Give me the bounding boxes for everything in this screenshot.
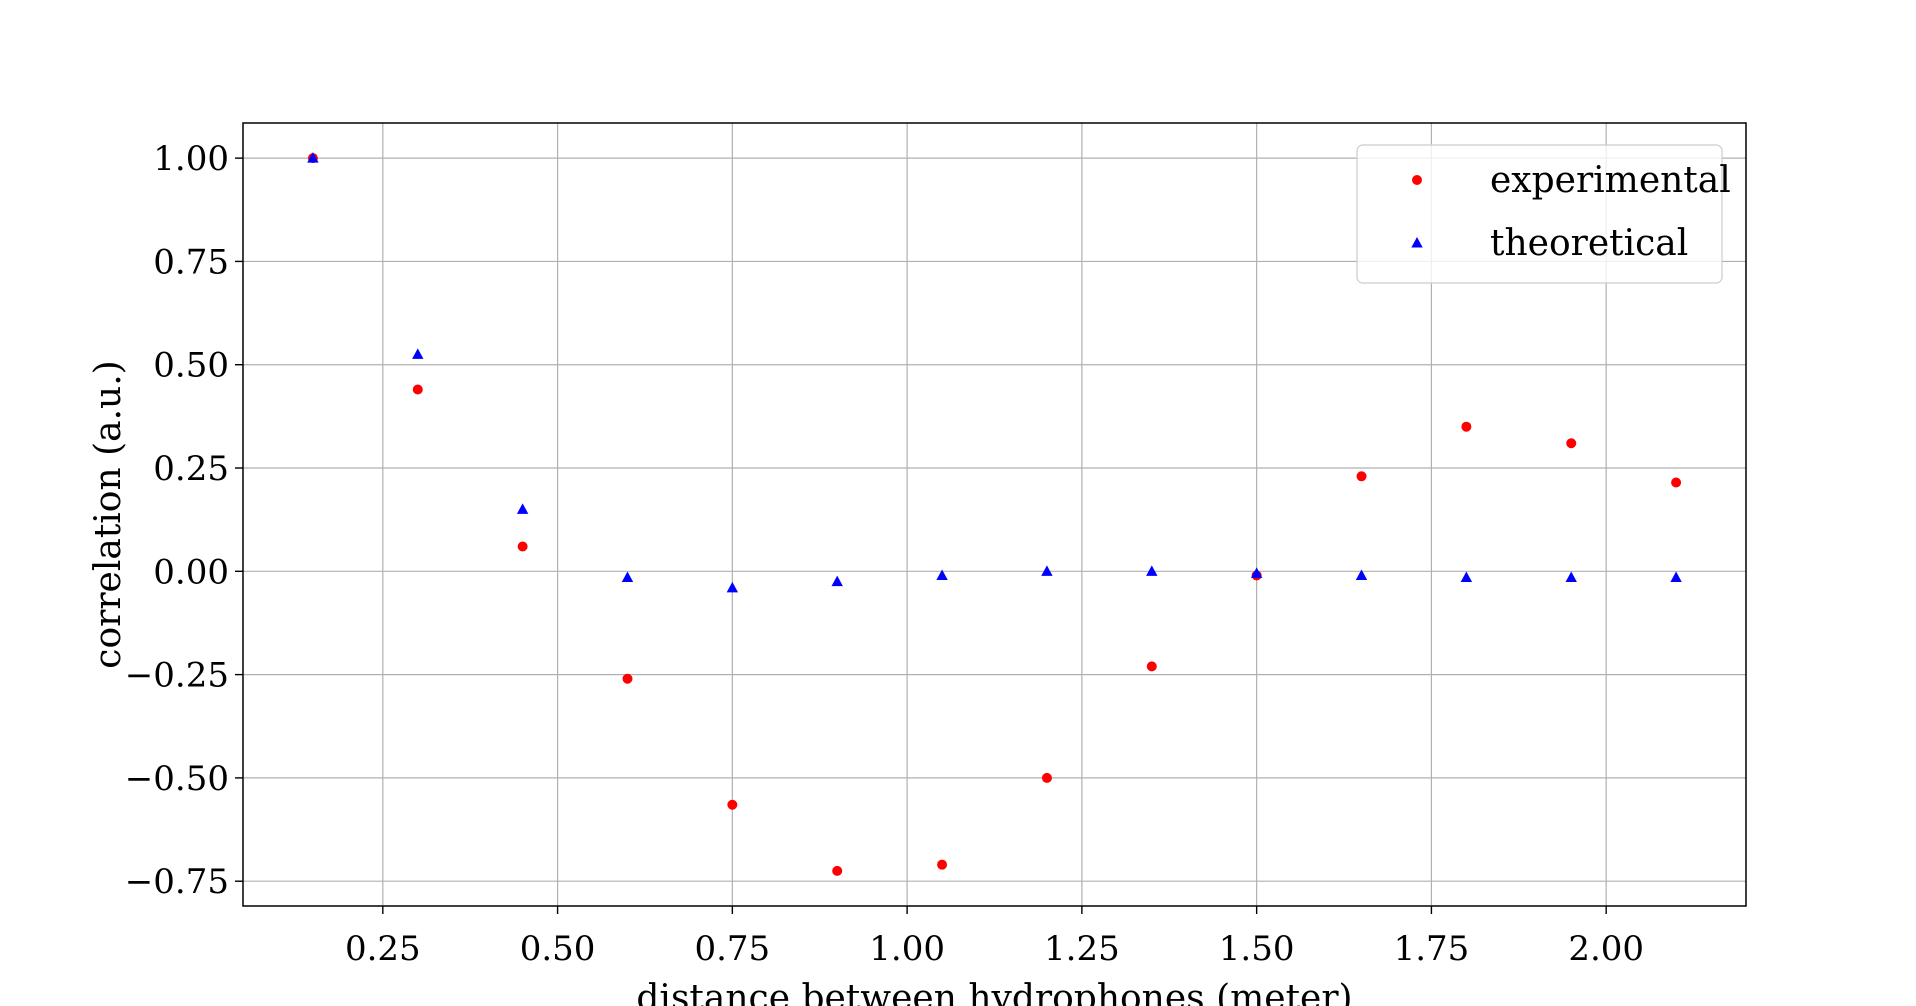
legend-box xyxy=(1356,144,1723,284)
x-tick-label: 1.00 xyxy=(869,929,945,969)
point-theoretical xyxy=(1355,569,1368,580)
point-theoretical xyxy=(726,581,739,593)
point-experimental xyxy=(622,673,633,684)
x-axis: 0.25 0.50 0.75 1.00 1.25 1.50 1.75 2.00 xyxy=(345,906,1644,969)
y-tick-label: 1.00 xyxy=(153,139,229,179)
point-experimental xyxy=(517,541,528,552)
x-tick-label: 2.00 xyxy=(1568,929,1644,969)
x-axis-label: distance between hydrophones (meter) xyxy=(636,978,1352,1006)
legend: experimental theoretical xyxy=(1356,144,1731,284)
legend-label-experimental: experimental xyxy=(1490,160,1731,201)
point-experimental xyxy=(937,859,948,870)
point-theoretical xyxy=(1250,567,1263,578)
x-tick-label: 1.50 xyxy=(1219,929,1295,969)
point-experimental xyxy=(1671,477,1682,488)
point-theoretical xyxy=(1565,571,1577,583)
y-tick-label: −0.25 xyxy=(125,656,229,696)
x-tick-label: 0.50 xyxy=(520,929,596,969)
point-experimental xyxy=(1566,438,1577,449)
point-theoretical xyxy=(936,569,948,580)
point-theoretical xyxy=(831,575,843,587)
x-tick-label: 0.75 xyxy=(694,929,770,969)
x-tick-label: 1.75 xyxy=(1394,929,1470,969)
x-tick-label: 1.25 xyxy=(1044,929,1120,969)
point-experimental xyxy=(412,384,423,395)
legend-label-theoretical: theoretical xyxy=(1490,223,1688,264)
y-tick-label: 0.75 xyxy=(153,242,229,282)
point-theoretical xyxy=(621,571,634,583)
point-experimental xyxy=(1146,661,1157,672)
point-experimental xyxy=(727,799,738,810)
legend-marker-experimental xyxy=(1412,175,1422,185)
y-tick-label: 0.25 xyxy=(153,449,229,489)
point-experimental xyxy=(1041,772,1052,783)
data-points xyxy=(307,152,1682,876)
y-axis: 1.00 0.75 0.50 0.25 0.00 −0.25 −0.50 −0.75 xyxy=(125,139,243,902)
x-tick-label: 0.25 xyxy=(345,929,421,969)
legend-marker-theoretical xyxy=(1411,237,1423,248)
point-theoretical xyxy=(1670,571,1682,583)
y-axis-label: correlation (a.u.) xyxy=(88,360,129,668)
y-tick-label: −0.75 xyxy=(125,862,229,902)
point-theoretical xyxy=(516,503,529,514)
point-experimental xyxy=(832,865,843,876)
y-tick-label: 0.50 xyxy=(153,346,229,386)
point-theoretical xyxy=(307,152,319,163)
point-experimental xyxy=(1461,421,1472,432)
point-theoretical xyxy=(1041,565,1053,576)
point-theoretical xyxy=(1146,565,1158,576)
point-theoretical xyxy=(1460,571,1473,583)
point-theoretical xyxy=(412,348,424,359)
y-tick-label: −0.50 xyxy=(125,759,229,799)
point-experimental xyxy=(1356,471,1367,482)
plot-area-frame xyxy=(242,122,1747,907)
y-tick-label: 0.00 xyxy=(153,552,229,592)
